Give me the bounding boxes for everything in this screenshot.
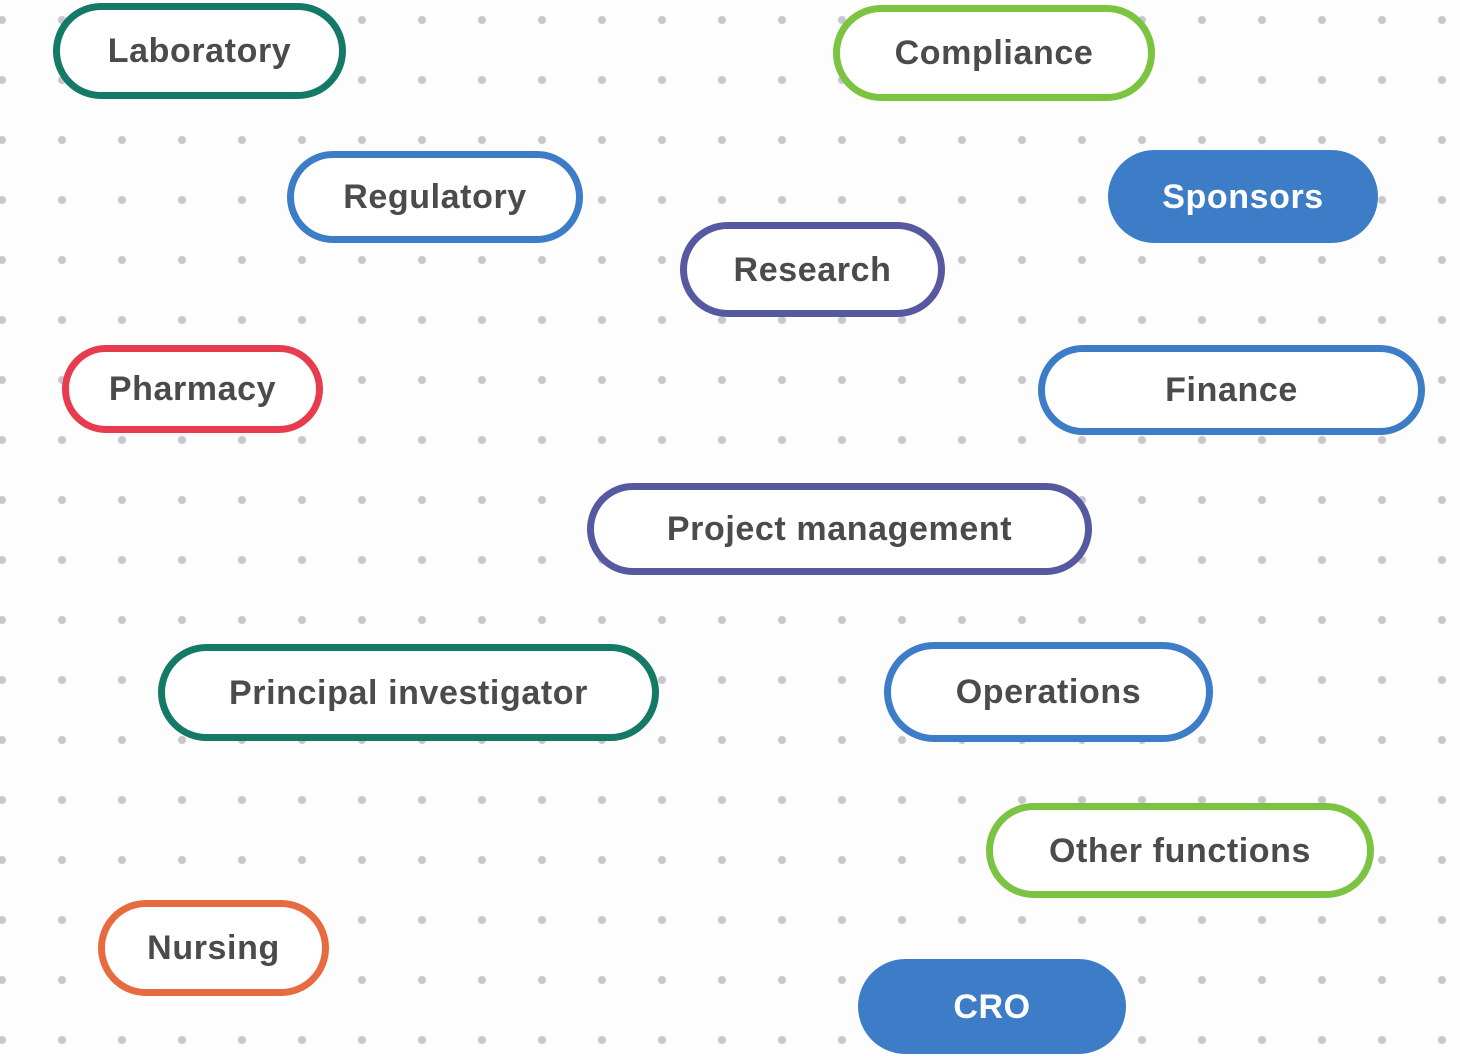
badge-label: Laboratory xyxy=(107,32,292,70)
badge-principal-investigator[interactable]: Principal investigator xyxy=(158,644,659,741)
badge-laboratory[interactable]: Laboratory xyxy=(53,3,346,99)
badge-project-management[interactable]: Project management xyxy=(587,483,1092,575)
badge-label: Sponsors xyxy=(1162,177,1324,216)
badge-cro[interactable]: CRO xyxy=(858,959,1126,1054)
badge-compliance[interactable]: Compliance xyxy=(833,5,1155,101)
badge-label: Pharmacy xyxy=(108,370,277,408)
badge-label: Nursing xyxy=(147,929,280,967)
badge-operations[interactable]: Operations xyxy=(884,642,1213,742)
badge-regulatory[interactable]: Regulatory xyxy=(287,151,583,243)
badge-label: Operations xyxy=(955,673,1142,711)
badge-pharmacy[interactable]: Pharmacy xyxy=(62,345,323,433)
badge-label: Regulatory xyxy=(343,178,527,216)
badge-finance[interactable]: Finance xyxy=(1038,345,1425,435)
badge-label: Finance xyxy=(1165,371,1298,409)
badge-label: CRO xyxy=(953,987,1031,1026)
badge-research[interactable]: Research xyxy=(680,222,945,317)
badge-label: Project management xyxy=(666,510,1013,548)
badge-sponsors[interactable]: Sponsors xyxy=(1108,150,1378,243)
badge-label: Compliance xyxy=(894,34,1094,72)
badge-other-functions[interactable]: Other functions xyxy=(986,803,1374,898)
badge-label: Research xyxy=(733,250,892,289)
badge-label: Other functions xyxy=(1048,831,1312,870)
badge-label: Principal investigator xyxy=(229,673,588,712)
badge-nursing[interactable]: Nursing xyxy=(98,900,329,996)
